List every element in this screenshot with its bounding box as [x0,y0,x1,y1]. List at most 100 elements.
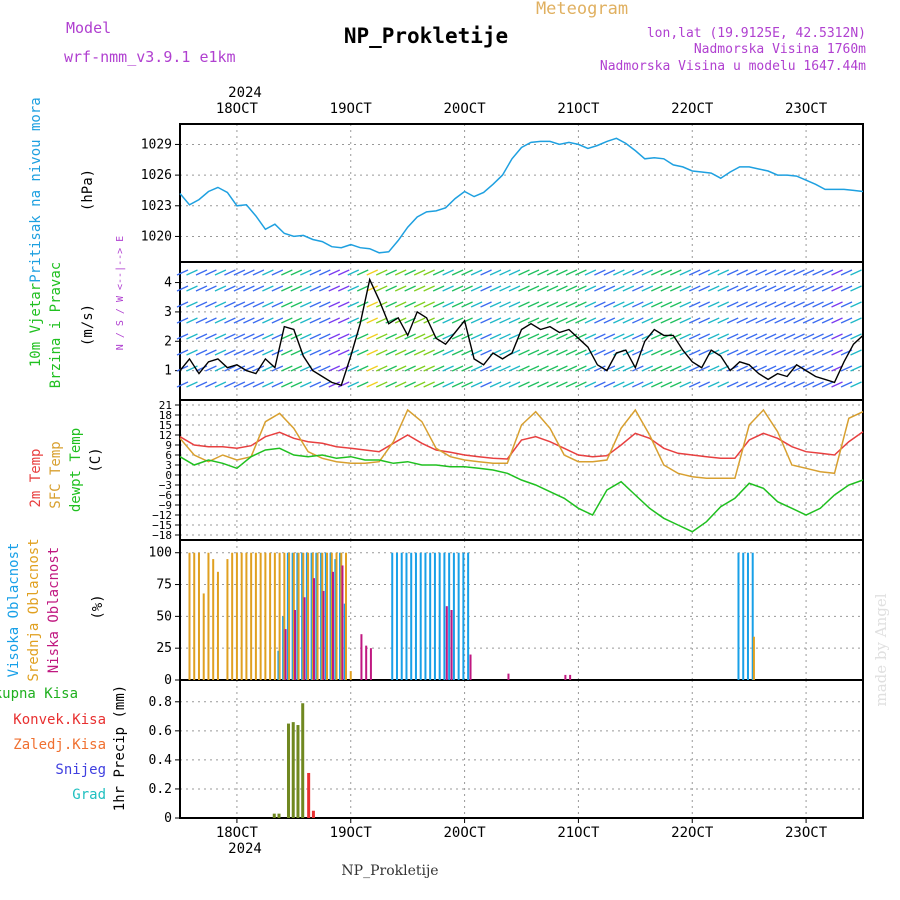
wind-arrow [707,333,720,340]
wind-arrow [413,285,426,292]
bar-clouds-niska-oblacnost [313,578,316,680]
wind-arrow [309,381,322,388]
wind-arrow [736,285,748,292]
bar-clouds-srednja-oblacnost [278,552,281,680]
wind-arrow [423,349,435,356]
wind-arrow [309,301,322,308]
wind-arrow [319,285,331,292]
wind-arrow [470,381,483,388]
wind-arrow [546,333,559,340]
bar-precip-ukupna-kisa [272,813,276,818]
wind-arrow [736,349,748,356]
wind-arrow [394,285,407,292]
wind-arrow [271,269,284,276]
wind-arrow [243,317,255,324]
y-tick-label: 0.8 [149,695,172,710]
y-tick-label: 75 [156,578,172,593]
wind-arrow [688,333,701,340]
wind-arrow [698,333,711,340]
wind-arrow [613,333,625,340]
wind-arrow [290,365,303,372]
wind-arrow [527,365,540,372]
y-tick-label: 50 [156,609,172,624]
wind-arrow [281,301,293,308]
wind-arrow [556,365,568,372]
wind-arrow [698,349,711,356]
wind-arrow [831,381,843,388]
wind-arrow [850,349,862,356]
bar-clouds-srednja-oblacnost [292,552,295,680]
wind-arrow [717,301,729,308]
wind-arrow [679,365,692,372]
bar-clouds-srednja-oblacnost [250,552,253,680]
wind-arrow [451,285,464,292]
wind-unit-label: (m/s) [80,304,96,346]
wind-arrow [271,301,284,308]
wind-arrow [328,381,341,388]
wind-arrow [499,301,511,308]
wind-arrow [470,285,483,292]
wind-arrow [233,269,246,276]
wind-arrow [546,285,559,292]
wind-arrow [233,301,246,308]
lonlat-label: lon,lat (19.9125E, 42.5312N) [647,26,866,41]
wind-arrow [679,381,692,388]
wind-arrow [499,285,511,292]
bar-clouds-visoka-oblacnost [424,552,427,680]
wind-arrow [518,381,530,388]
wind-arrow [375,349,388,356]
wind-arrow [205,285,217,292]
wind-arrow [195,381,208,388]
wind-arrow [442,269,454,276]
bar-clouds-niska-oblacnost [360,634,363,680]
wind-arrow [356,333,369,340]
panel-frame-precip [179,679,864,819]
wind-arrow [347,301,360,308]
temp-dewpt-label: dewpt Temp [68,428,84,512]
x-tick-label-top: 19OCT [330,101,373,117]
wind-arrow [527,317,540,324]
wind-arrow [840,333,853,340]
wind-arrow [660,349,673,356]
bar-clouds-visoka-oblacnost [277,650,280,680]
wind-arrow [205,317,217,324]
wind-arrow [442,349,454,356]
wind-arrow [214,301,227,308]
wind-arrow [461,301,473,308]
wind-arrow [707,365,720,372]
wind-arrow [423,285,435,292]
wind-arrow [660,301,673,308]
wind-arrow [670,301,682,308]
y-tick-label: 9 [165,439,172,452]
bar-clouds-visoka-oblacnost [419,552,422,680]
bar-clouds-visoka-oblacnost [305,552,308,680]
plot-layer: 10201023102610291234211815129630−3−6−9−1… [141,101,864,841]
model-label: Model [66,19,111,37]
wind-arrow [556,269,568,276]
y-tick-label: 3 [164,305,172,320]
wind-arrow [224,333,236,340]
wind-arrow [366,381,378,388]
wind-arrow [527,333,540,340]
wind-arrow [565,301,578,308]
wind-arrow [337,285,350,292]
wind-arrow [736,333,748,340]
wind-arrow [356,269,369,276]
wind-arrow [290,285,303,292]
wind-arrow [622,333,635,340]
wind-arrow [783,317,796,324]
wind-arrow [831,365,843,372]
wind-arrow [186,365,198,372]
wind-arrow [385,285,397,292]
wind-arrow [233,381,246,388]
y-tick-label: 3 [165,459,172,472]
wind-arrow [480,301,492,308]
bar-clouds-srednja-oblacnost [335,552,338,680]
wind-arrow [205,365,217,372]
wind-arrow [840,365,853,372]
wind-arrow [840,317,853,324]
wind-arrow [546,301,559,308]
wind-arrow [707,349,720,356]
